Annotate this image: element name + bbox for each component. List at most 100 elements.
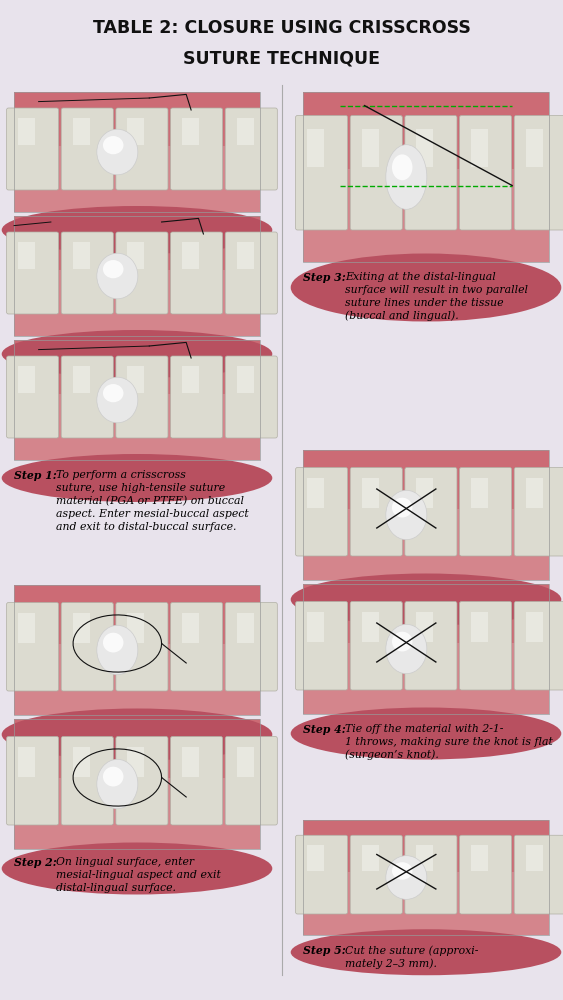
Text: TABLE 2: CLOSURE USING CRISSCROSS: TABLE 2: CLOSURE USING CRISSCROSS bbox=[92, 19, 471, 37]
Ellipse shape bbox=[103, 136, 123, 154]
Bar bbox=[237, 366, 254, 393]
Bar bbox=[127, 747, 144, 777]
FancyBboxPatch shape bbox=[514, 468, 563, 556]
FancyBboxPatch shape bbox=[405, 115, 457, 230]
FancyBboxPatch shape bbox=[296, 835, 347, 914]
Text: SUTURE TECHNIQUE: SUTURE TECHNIQUE bbox=[183, 49, 380, 67]
FancyBboxPatch shape bbox=[171, 356, 222, 438]
Bar bbox=[362, 612, 379, 642]
Bar bbox=[18, 613, 35, 643]
Ellipse shape bbox=[103, 767, 123, 786]
Bar bbox=[303, 584, 549, 714]
Bar bbox=[127, 242, 144, 269]
FancyBboxPatch shape bbox=[7, 232, 59, 314]
Bar bbox=[14, 216, 260, 336]
Bar bbox=[14, 585, 260, 715]
FancyBboxPatch shape bbox=[171, 736, 222, 825]
FancyBboxPatch shape bbox=[459, 468, 512, 556]
FancyBboxPatch shape bbox=[296, 115, 347, 230]
Ellipse shape bbox=[97, 759, 138, 809]
FancyBboxPatch shape bbox=[61, 356, 113, 438]
Bar bbox=[237, 613, 254, 643]
Ellipse shape bbox=[291, 574, 561, 626]
FancyBboxPatch shape bbox=[7, 356, 59, 438]
Bar bbox=[307, 845, 324, 871]
Bar bbox=[73, 613, 90, 643]
FancyBboxPatch shape bbox=[116, 736, 168, 825]
FancyBboxPatch shape bbox=[225, 602, 278, 691]
Bar bbox=[526, 478, 543, 508]
Bar bbox=[14, 719, 260, 849]
FancyBboxPatch shape bbox=[514, 115, 563, 230]
FancyBboxPatch shape bbox=[459, 835, 512, 914]
FancyBboxPatch shape bbox=[405, 601, 457, 690]
FancyBboxPatch shape bbox=[405, 468, 457, 556]
Bar bbox=[182, 242, 199, 269]
Bar bbox=[307, 129, 324, 167]
Ellipse shape bbox=[291, 708, 561, 760]
FancyBboxPatch shape bbox=[61, 602, 113, 691]
Bar bbox=[14, 146, 260, 212]
Ellipse shape bbox=[2, 206, 272, 254]
Ellipse shape bbox=[2, 330, 272, 378]
Text: Exiting at the distal-lingual
surface will result in two parallel
suture lines u: Exiting at the distal-lingual surface wi… bbox=[345, 272, 528, 321]
Bar bbox=[362, 129, 379, 167]
Bar bbox=[182, 747, 199, 777]
Ellipse shape bbox=[97, 253, 138, 299]
FancyBboxPatch shape bbox=[514, 601, 563, 690]
Text: Step 4:: Step 4: bbox=[303, 724, 346, 735]
Bar bbox=[14, 394, 260, 460]
FancyBboxPatch shape bbox=[296, 601, 347, 690]
Text: To perform a crisscross
suture, use high-tensile suture
material (PGA or PTFE) o: To perform a crisscross suture, use high… bbox=[56, 470, 249, 532]
Bar bbox=[417, 129, 434, 167]
FancyBboxPatch shape bbox=[225, 108, 278, 190]
Bar bbox=[362, 478, 379, 508]
FancyBboxPatch shape bbox=[61, 736, 113, 825]
Bar bbox=[303, 92, 549, 262]
Ellipse shape bbox=[386, 624, 427, 674]
FancyBboxPatch shape bbox=[514, 835, 563, 914]
Bar bbox=[14, 270, 260, 336]
FancyBboxPatch shape bbox=[459, 601, 512, 690]
Bar bbox=[237, 118, 254, 145]
Bar bbox=[303, 508, 549, 580]
Bar bbox=[303, 872, 549, 935]
Ellipse shape bbox=[103, 384, 123, 402]
FancyBboxPatch shape bbox=[350, 115, 403, 230]
FancyBboxPatch shape bbox=[171, 108, 222, 190]
Bar bbox=[526, 845, 543, 871]
Ellipse shape bbox=[2, 708, 272, 760]
Ellipse shape bbox=[97, 625, 138, 675]
Ellipse shape bbox=[386, 145, 427, 209]
Bar bbox=[18, 366, 35, 393]
Ellipse shape bbox=[291, 253, 561, 322]
Bar bbox=[14, 92, 260, 212]
Bar bbox=[73, 118, 90, 145]
Bar bbox=[14, 340, 260, 460]
FancyBboxPatch shape bbox=[61, 232, 113, 314]
Ellipse shape bbox=[103, 633, 123, 652]
FancyBboxPatch shape bbox=[116, 602, 168, 691]
FancyBboxPatch shape bbox=[116, 232, 168, 314]
Ellipse shape bbox=[392, 154, 413, 180]
FancyBboxPatch shape bbox=[225, 232, 278, 314]
FancyBboxPatch shape bbox=[350, 601, 403, 690]
FancyBboxPatch shape bbox=[7, 108, 59, 190]
FancyBboxPatch shape bbox=[459, 115, 512, 230]
Bar bbox=[182, 118, 199, 145]
Ellipse shape bbox=[2, 842, 272, 894]
Text: Step 3:: Step 3: bbox=[303, 272, 346, 283]
FancyBboxPatch shape bbox=[405, 835, 457, 914]
Bar bbox=[127, 366, 144, 393]
FancyBboxPatch shape bbox=[171, 232, 222, 314]
Text: On lingual surface, enter
mesial-lingual aspect and exit
distal-lingual surface.: On lingual surface, enter mesial-lingual… bbox=[56, 857, 221, 893]
Ellipse shape bbox=[291, 929, 561, 975]
FancyBboxPatch shape bbox=[225, 736, 278, 825]
Bar bbox=[14, 719, 260, 849]
Bar bbox=[18, 118, 35, 145]
Bar bbox=[73, 242, 90, 269]
Bar bbox=[307, 478, 324, 508]
Ellipse shape bbox=[103, 260, 123, 278]
FancyBboxPatch shape bbox=[7, 736, 59, 825]
Text: Step 1:: Step 1: bbox=[14, 470, 57, 481]
